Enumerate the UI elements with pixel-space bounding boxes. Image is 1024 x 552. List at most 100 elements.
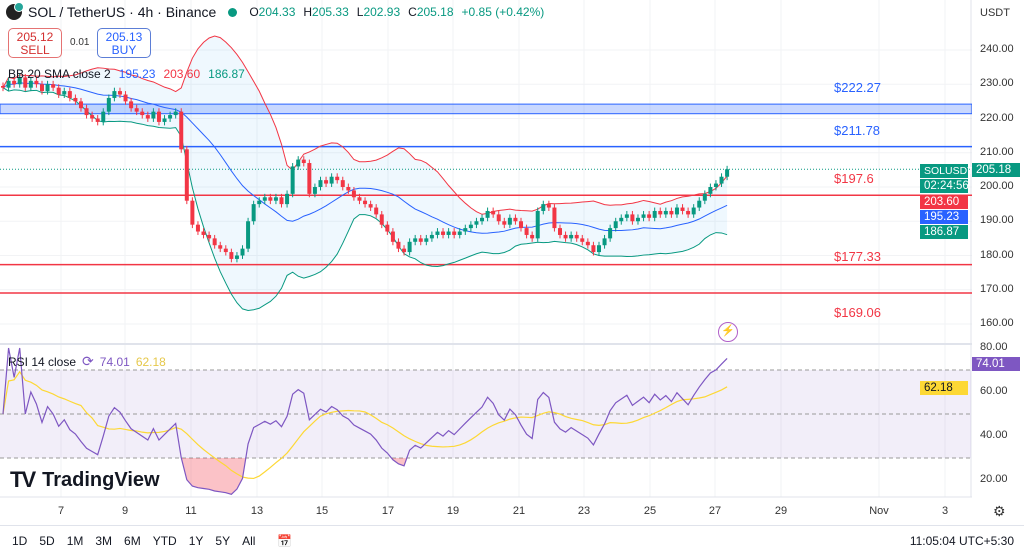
candle-body [285,193,290,205]
candle-body [502,221,507,225]
candle [101,108,106,126]
candle [73,94,78,105]
change-value: +0.85 (+0.42%) [461,5,545,19]
candle-body [279,197,284,205]
candle [513,214,518,225]
candle-body [112,91,117,98]
candle-body [725,169,730,177]
range-button-5y[interactable]: 5Y [215,534,231,548]
bb-upper-tag: 203.60 [920,195,968,209]
chart-canvas[interactable] [0,0,972,500]
candle [234,252,239,263]
tv-logo-icon: TV [10,467,36,492]
candle [390,228,395,246]
candle [218,241,223,253]
candle-body [630,214,635,222]
candle [613,217,618,232]
candle [591,241,596,256]
range-button-5d[interactable]: 5D [39,534,55,548]
candle [468,221,473,232]
price-tick: 180.00 [980,248,1014,261]
candle-body [156,111,161,122]
candle [329,173,334,187]
candle-body [485,210,490,218]
price-tick: 190.00 [980,214,1014,227]
time-tick: 9 [121,505,129,517]
clock[interactable]: 11:05:04 UTC+5:30 [909,534,1014,548]
time-tick: 7 [57,505,65,517]
candle [285,190,290,208]
candle [463,224,468,235]
candle [12,77,17,88]
candle [28,77,33,92]
candle [635,214,640,225]
zone-222 [0,103,972,115]
candle-body [574,234,579,239]
tradingview-logo[interactable]: TV TradingView [10,467,160,493]
candle [34,77,39,88]
candle-body [318,180,323,187]
candle-body [702,193,707,201]
candle [691,204,696,218]
candle-body [173,111,178,116]
candle-body [446,231,451,235]
candle-body [329,176,334,184]
candle-body [168,115,173,119]
candle-body [390,231,395,242]
buy-button[interactable]: 205.13 BUY [97,28,151,58]
candle [402,245,407,256]
candle-body [307,163,312,194]
price-tick: 170.00 [980,282,1014,295]
range-button-3m[interactable]: 3M [95,534,113,548]
candle [368,200,373,211]
candle [663,207,668,218]
currency-label[interactable]: USDT [980,7,1010,19]
candle [435,228,440,239]
rsi-tick: 40.00 [980,429,1008,441]
candle [552,204,557,232]
candle [658,207,663,218]
range-button-1y[interactable]: 1Y [188,534,204,548]
candle-body [463,228,468,232]
candle [318,176,323,191]
candle-body [652,210,657,218]
range-button-all[interactable]: All [242,534,256,548]
sell-button[interactable]: 205.12 SELL [8,28,62,58]
candle-body [223,248,228,253]
time-tick: 23 [577,505,591,517]
candle [574,231,579,242]
candle-body [719,176,724,184]
candle [713,180,718,191]
candle-body [379,214,384,225]
ohlc-values: O204.33 H205.33 L202.93 C205.18 +0.85 (+… [249,5,545,19]
rsi-ma-value: 62.18 [135,354,166,369]
level-label: $222.27 [834,79,881,95]
range-button-1d[interactable]: 1D [12,534,28,548]
range-button-6m[interactable]: 6M [124,534,141,548]
price-tick: 230.00 [980,77,1014,90]
bb-legend[interactable]: BB 20 SMA close 2 195.23 203.60 186.87 [8,67,245,81]
candle [474,217,479,229]
candle-body [212,238,217,246]
buy-label: BUY [111,43,137,57]
lightning-icon[interactable]: ⚡ [718,322,738,342]
candle [652,207,657,222]
range-button-ytd[interactable]: YTD [152,534,177,548]
rsi-tick: 20.00 [980,473,1008,485]
candle [680,204,685,215]
range-button-1m[interactable]: 1M [66,534,84,548]
candle [674,204,679,218]
candle-body [519,221,524,229]
settings-gear-icon[interactable]: ⚙ [993,503,1006,519]
symbol-title[interactable]: SOL / TetherUS · 4h · Binance [28,4,217,20]
candle-body [669,210,674,215]
candle [569,231,574,242]
candle-body [34,80,39,85]
bb-basis-tag: 195.23 [920,210,968,224]
candle-body [78,101,83,109]
rsi-legend[interactable]: RSI 14 close ⟳ 74.01 62.18 [8,353,166,370]
candle-body [312,187,317,194]
open-value: 204.33 [258,5,296,19]
candle [240,245,245,259]
go-to-date-icon[interactable]: 📅 [277,534,293,548]
